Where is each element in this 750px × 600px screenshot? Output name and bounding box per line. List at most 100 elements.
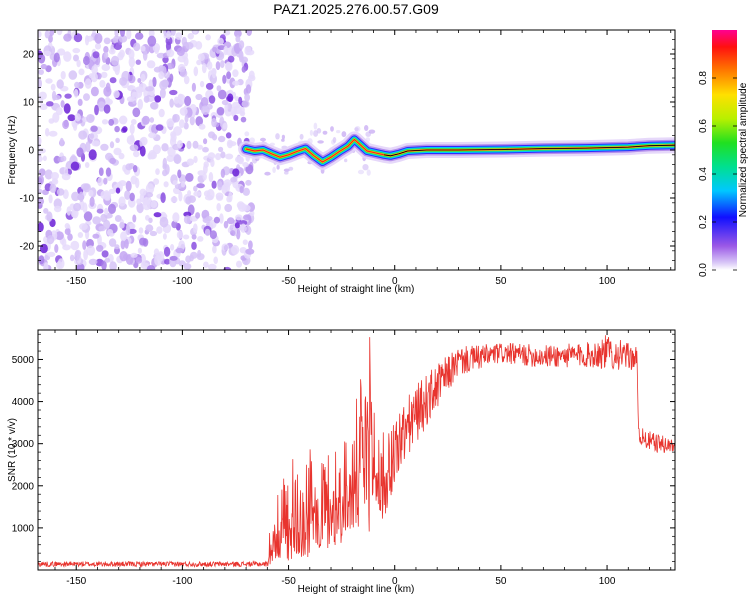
spectrogram-noise-cell	[137, 247, 142, 254]
spectrogram-noise-cell	[205, 216, 213, 221]
spectrogram-noise-cell	[188, 195, 196, 203]
x-tick-label: -50	[281, 276, 296, 287]
spectrogram-noise-cell	[38, 182, 42, 190]
spectrogram-noise-cell	[100, 71, 108, 79]
spectrogram-noise-cell	[240, 223, 247, 233]
spectrogram-noise-cell	[366, 169, 371, 176]
spectrogram-noise-cell	[193, 66, 199, 77]
spectrogram-noise-cell	[126, 225, 131, 236]
spectrogram-noise-cell	[99, 80, 106, 88]
spectrogram-noise-cell	[98, 167, 104, 176]
spectrogram-noise-cell	[164, 164, 170, 175]
spectrogram-noise-cell	[179, 119, 185, 128]
spectrogram-noise-cell	[91, 65, 98, 75]
spectrogram-noise-cell	[84, 78, 92, 89]
spectrogram-noise-cell	[184, 95, 192, 107]
spectrogram-noise-cell	[114, 125, 120, 133]
spectrogram-noise-cell	[153, 248, 160, 256]
spectrogram-noise-cell	[241, 66, 247, 73]
spectrogram-noise-cell	[94, 33, 103, 44]
spectrogram-noise-cell	[55, 107, 63, 116]
spectrogram-noise-cell	[137, 78, 142, 83]
spectrogram-noise-cell	[108, 188, 116, 194]
spectrogram-noise-cell	[83, 55, 90, 66]
trace-centerline	[384, 144, 675, 157]
spectrogram-noise-cell	[190, 251, 198, 259]
spectrogram-noise-cell	[235, 35, 241, 43]
spectrogram-noise-cell	[38, 222, 44, 232]
spectrogram-noise-cell	[205, 34, 211, 41]
spectrogram-noise-cell	[57, 258, 65, 269]
spectrogram-noise-cell	[245, 179, 252, 186]
spectrogram-noise-cell	[90, 72, 98, 83]
spectrogram-noise-cell	[140, 45, 146, 52]
spectrogram-noise-cell	[126, 30, 132, 40]
spectrogram-noise-cell	[83, 93, 90, 101]
spectrogram-noise-cell	[239, 220, 248, 226]
spectrogram-noise-cell	[165, 36, 173, 46]
spectrogram-noise-cell	[191, 241, 197, 250]
colorbar-label: Normalized spectral amplitude	[738, 82, 749, 217]
spectrogram-noise-cell	[204, 228, 211, 237]
spectrogram-noise-cell	[119, 115, 128, 125]
spectrogram-noise-cell	[159, 88, 166, 99]
spectrogram-noise-cell	[218, 146, 224, 153]
spectrogram-noise-cell	[232, 80, 240, 86]
spectrogram-noise-cell	[221, 99, 229, 106]
x-tick-label: 50	[495, 276, 507, 287]
spectrogram-noise-cell	[244, 131, 250, 137]
spectrogram-noise-cell	[207, 61, 213, 70]
colorbar: 0.0 0.2 0.4 0.6 0.8 Normalized spectral ampl…	[698, 30, 749, 277]
spectrogram-noise-cell	[230, 230, 236, 236]
spectrogram-noise-cell	[124, 238, 129, 249]
spectrogram-noise-cell	[125, 163, 133, 171]
spectrogram-noise-cell	[71, 191, 80, 202]
y-tick-label: 0	[28, 146, 34, 157]
spectrogram-noise-cell	[90, 86, 99, 97]
spectrogram-noise-cell	[202, 146, 209, 153]
spectrogram-noise-cell	[235, 214, 243, 221]
spectrogram-noise-cell	[51, 178, 59, 185]
spectrogram-noise-cell	[192, 140, 199, 149]
spectrogram-noise-cell	[288, 166, 294, 171]
spectrogram-noise-cell	[155, 124, 164, 131]
spectrogram-noise-cell	[317, 140, 324, 144]
spectrogram-frame	[37, 29, 676, 271]
spectrogram-noise-cell	[125, 180, 132, 192]
colorbar-tick-label: 0.4	[698, 167, 709, 181]
x-tick-label: 100	[599, 276, 616, 287]
spectrogram-noise-cell	[139, 145, 146, 157]
spectrogram-noise-cell	[227, 93, 234, 103]
spectrogram-noise-cell	[180, 181, 186, 188]
spectrogram-noise-cell	[114, 244, 120, 250]
spectrogram-noise-cell	[201, 105, 210, 115]
spectrogram-noise-cell	[45, 78, 53, 84]
spectrogram-noise-cell	[40, 63, 48, 70]
spectrogram-noise-cell	[120, 30, 125, 37]
spectrogram-noise-cell	[212, 245, 217, 254]
spectrogram-noise-cell	[225, 153, 234, 160]
spectrogram-noise-cell	[183, 263, 192, 270]
spectrogram-ylabel: Frequency (Hz)	[7, 116, 18, 185]
spectrogram-noise-cell	[76, 147, 84, 158]
spectrogram-noise-cell	[43, 50, 52, 56]
spectrogram-noise-cell	[63, 103, 71, 114]
spectrogram-noise-cell	[97, 101, 106, 112]
y-tick-label: 3000	[12, 439, 35, 450]
spectrogram-noise-cell	[50, 172, 60, 180]
spectrogram-noise-cell	[222, 122, 228, 130]
spectrogram-noise-cell	[100, 143, 109, 151]
x-tick-label: -50	[281, 576, 296, 587]
spectrogram-noise-cell	[42, 155, 47, 162]
spectrogram-noise-cell	[150, 102, 158, 110]
spectrogram-noise-cell	[225, 61, 232, 71]
spectrogram-noise-cell	[217, 180, 223, 191]
spectrogram-noise-cell	[226, 71, 232, 80]
spectrogram-noise-cell	[215, 61, 221, 71]
spectrogram-noise-cell	[77, 98, 83, 106]
spectrogram-noise-cell	[197, 53, 205, 61]
spectrogram-noise-cell	[38, 197, 45, 206]
spectrogram-noise-cell	[96, 72, 102, 80]
spectrogram-noise-cell	[52, 94, 61, 101]
